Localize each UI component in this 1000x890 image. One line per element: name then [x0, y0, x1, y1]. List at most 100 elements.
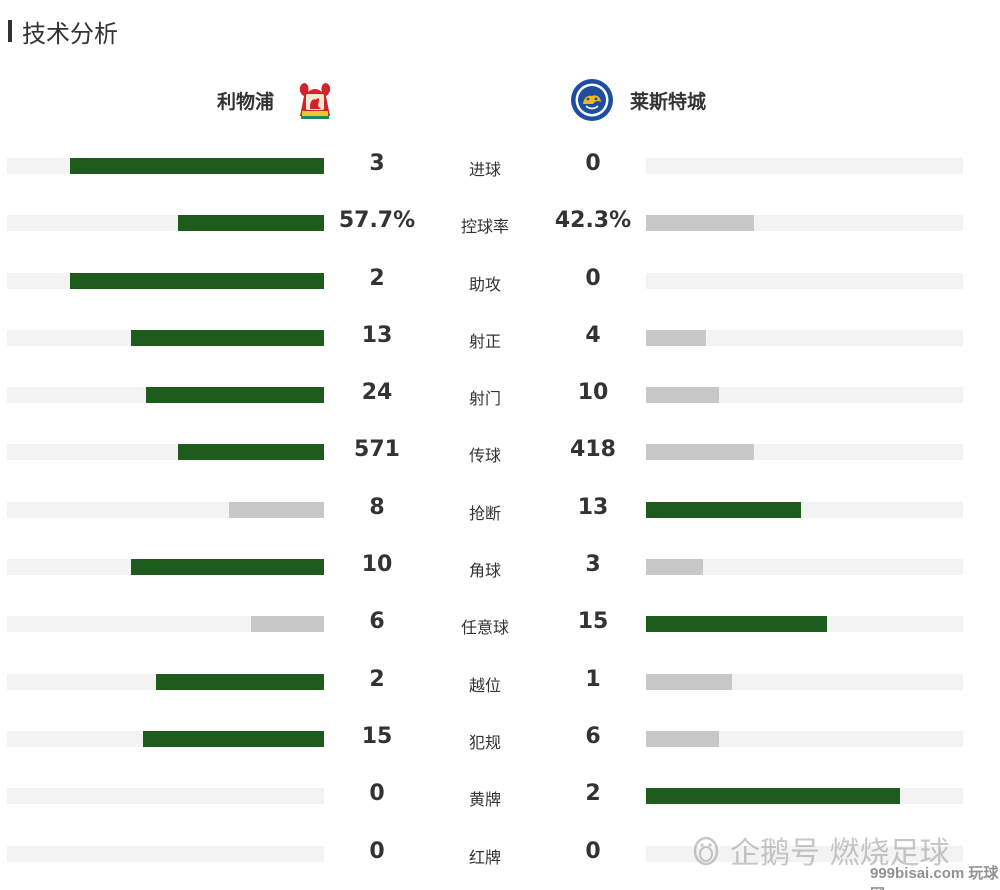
stat-row: 6 任意球 15: [0, 595, 1000, 652]
home-bar-fill: [251, 616, 324, 633]
away-bar-track: [646, 329, 963, 346]
home-stat-value: 8: [369, 494, 385, 520]
away-bar-track: [646, 788, 963, 805]
away-bar-track: [646, 559, 963, 576]
home-bar-fill: [143, 730, 324, 747]
home-bar-fill: [228, 501, 324, 518]
stat-label: 助攻: [468, 274, 501, 294]
away-stat-value: 1: [585, 666, 601, 692]
home-bar-fill: [156, 673, 324, 690]
leicester-city-crest-icon: [571, 79, 613, 121]
stat-label: 犯规: [468, 732, 501, 752]
stat-label: 红牌: [468, 847, 501, 867]
home-bar-track: [7, 673, 324, 690]
section-header: 技术分析: [8, 14, 118, 48]
home-stat-value: 571: [354, 437, 400, 463]
home-bar-track: [7, 845, 324, 862]
away-team-name: 莱斯特城: [630, 90, 707, 113]
away-bar-track: [646, 272, 963, 289]
home-bar-track: [7, 501, 324, 518]
home-bar-track: [7, 788, 324, 805]
home-bar-track: [7, 444, 324, 461]
stat-row: 8 抢断 13: [0, 481, 1000, 538]
penguin-icon: [693, 836, 719, 866]
home-bar-track: [7, 215, 324, 232]
away-stat-value: 0: [585, 265, 601, 291]
home-bar-track: [7, 387, 324, 404]
home-bar-track: [7, 158, 324, 174]
away-stat-value: 15: [577, 609, 609, 635]
home-stat-value: 13: [361, 322, 393, 348]
away-bar-track: [646, 387, 963, 404]
section-title-bar: [8, 20, 12, 42]
away-bar-fill: [646, 387, 719, 404]
away-stat-value: 3: [585, 552, 601, 578]
watermark-site: 999bisai.com 玩球网: [870, 865, 999, 890]
stat-row: 57.7% 控球率 42.3%: [0, 194, 1000, 251]
home-stat-value: 6: [369, 609, 385, 635]
away-bar-fill: [646, 730, 719, 747]
stat-row: 24 射门 10: [0, 366, 1000, 423]
away-bar-fill: [646, 444, 754, 461]
home-stat-value: 0: [369, 838, 385, 864]
stat-label: 传球: [468, 446, 501, 466]
home-bar-fill: [70, 158, 324, 174]
stat-label: 进球: [468, 160, 501, 179]
home-bar-fill: [130, 329, 324, 346]
away-bar-track: [646, 215, 963, 232]
away-stat-value: 418: [570, 437, 616, 463]
home-bar-fill: [178, 444, 324, 461]
home-bar-track: [7, 329, 324, 346]
away-bar-track: [646, 673, 963, 690]
home-bar-fill: [146, 387, 324, 404]
stat-row: 2 助攻 0: [0, 252, 1000, 309]
away-bar-track: [646, 501, 963, 518]
home-stat-value: 24: [361, 380, 393, 406]
stat-row: 10 角球 3: [0, 538, 1000, 595]
away-bar-track: [646, 444, 963, 461]
stat-row: 0 红牌 0: [0, 825, 1000, 882]
home-team-name: 利物浦: [216, 90, 274, 113]
away-stat-value: 42.3%: [554, 208, 632, 234]
away-bar-track: [646, 845, 963, 862]
stat-row: 0 黄牌 2: [0, 767, 1000, 824]
home-bar-track: [7, 730, 324, 747]
watermark-text: 企鹅号 燃烧足球: [730, 836, 950, 871]
away-stat-value: 0: [585, 838, 601, 864]
home-bar-track: [7, 272, 324, 289]
home-stat-value: 2: [369, 666, 385, 692]
stat-row: 15 犯规 6: [0, 710, 1000, 767]
home-bar-fill: [130, 559, 324, 576]
home-stat-value: 10: [361, 552, 393, 578]
away-bar-fill: [646, 616, 827, 633]
away-bar-track: [646, 730, 963, 747]
stat-row: 3 进球 0: [0, 137, 1000, 194]
stat-label: 控球率: [460, 217, 509, 237]
away-bar-track: [646, 158, 963, 174]
away-stat-value: 4: [585, 322, 601, 348]
away-stat-value: 2: [585, 781, 601, 807]
stat-label: 黄牌: [468, 790, 501, 810]
stat-label: 射正: [468, 331, 501, 351]
liverpool-crest-icon: [299, 83, 331, 119]
away-stat-value: 13: [577, 494, 609, 520]
stat-label: 越位: [468, 675, 501, 695]
away-stat-value: 10: [577, 380, 609, 406]
away-team: 莱斯特城: [570, 79, 707, 121]
stat-row: 571 传球 418: [0, 423, 1000, 480]
stats-list: 3 进球 0 57.7% 控球率 42.3% 2 助攻 0 13 射正 4 24 射门 10 571 传球 418…: [0, 137, 1000, 882]
watermark: 企鹅号 燃烧足球: [690, 828, 950, 872]
away-bar-fill: [646, 673, 732, 690]
home-stat-value: 15: [361, 723, 393, 749]
away-stat-value: 6: [585, 723, 601, 749]
home-bar-fill: [70, 272, 324, 289]
away-bar-fill: [646, 788, 900, 805]
away-stat-value: 0: [585, 151, 601, 176]
stat-row: 2 越位 1: [0, 653, 1000, 710]
away-bar-fill: [646, 559, 704, 576]
stat-label: 抢断: [468, 503, 501, 523]
home-stat-value: 0: [369, 781, 385, 807]
away-bar-fill: [646, 501, 802, 518]
home-bar-track: [7, 559, 324, 576]
away-bar-fill: [646, 329, 707, 346]
